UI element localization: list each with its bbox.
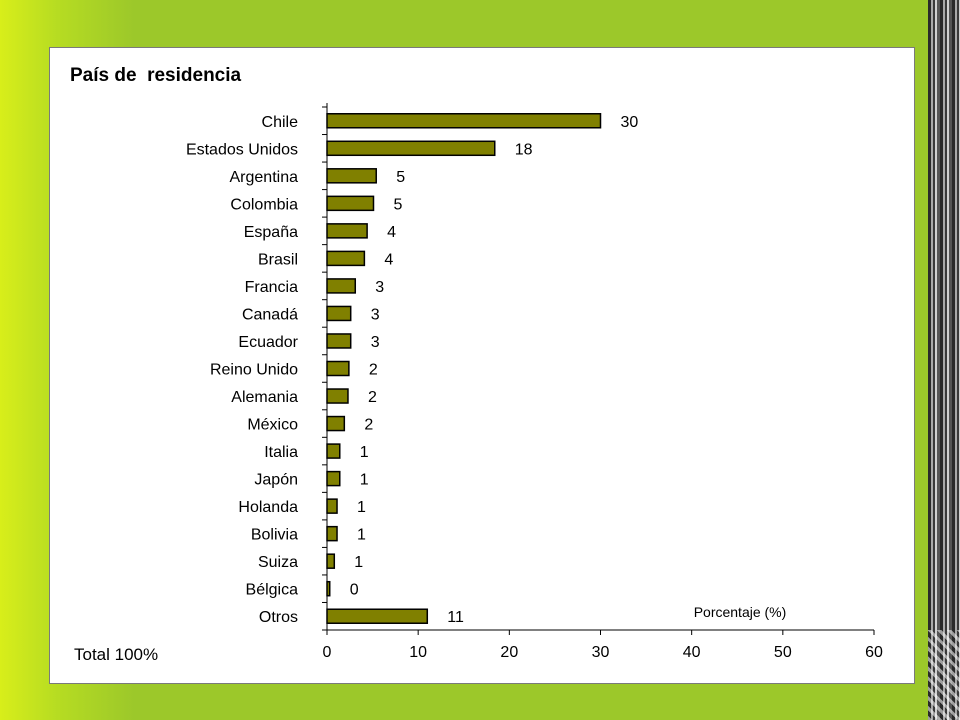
bar <box>326 388 349 404</box>
data-label: 1 <box>360 444 369 461</box>
bar <box>326 525 338 542</box>
ticks-group: 0 10 20 30 40 50 60 <box>322 106 883 661</box>
category-label: Suiza <box>258 554 298 571</box>
category-label: Colombia <box>230 196 298 213</box>
bar <box>326 553 336 569</box>
data-label: 5 <box>396 169 405 186</box>
data-label: 1 <box>354 554 363 571</box>
bar <box>326 250 366 267</box>
bar <box>326 443 341 459</box>
bar <box>326 278 357 294</box>
category-label: Italia <box>264 444 298 461</box>
category-label: Argentina <box>230 169 299 186</box>
data-label: 18 <box>515 141 533 158</box>
bar <box>326 608 429 624</box>
category-label: Japón <box>254 472 298 489</box>
data-label: 2 <box>369 362 378 379</box>
x-axis-label: Porcentaje (%) <box>694 604 787 620</box>
x-tick-label: 60 <box>865 644 883 661</box>
x-tick-label: 30 <box>592 644 610 661</box>
bar <box>326 223 368 239</box>
bar <box>326 580 331 597</box>
x-tick-label: 40 <box>683 644 701 661</box>
chart-axes <box>326 103 874 631</box>
category-label: Bolivia <box>251 527 298 544</box>
bar <box>326 195 375 212</box>
x-tick-label: 20 <box>500 644 518 661</box>
category-label: Otros <box>259 609 298 626</box>
chart-title: País de residencia <box>70 65 242 86</box>
category-label: Holanda <box>238 499 298 516</box>
bar <box>326 470 341 487</box>
x-tick-label: 10 <box>409 644 427 661</box>
data-label: 4 <box>384 251 393 268</box>
data-label: 3 <box>375 279 384 296</box>
chart-panel: País de residencia Total 100% Chile 30 Est… <box>49 47 915 684</box>
category-label: Bélgica <box>246 582 299 599</box>
category-label: Alemania <box>231 389 298 406</box>
data-label: 0 <box>350 582 359 599</box>
bar <box>326 498 338 514</box>
bar <box>326 360 350 377</box>
category-label: Ecuador <box>238 334 298 351</box>
category-label: Reino Unido <box>210 362 298 379</box>
data-label: 2 <box>368 389 377 406</box>
data-label: 4 <box>387 224 396 241</box>
bar <box>326 168 377 184</box>
data-label: 1 <box>357 499 366 516</box>
bar <box>326 333 352 349</box>
data-label: 11 <box>447 609 464 626</box>
bar <box>326 415 346 432</box>
data-label: 3 <box>371 306 380 323</box>
total-footnote: Total 100% <box>74 645 159 664</box>
data-label: 5 <box>393 196 402 213</box>
category-label: Estados Unidos <box>186 141 298 158</box>
data-label: 3 <box>371 334 380 351</box>
category-label: México <box>247 417 298 434</box>
category-label: Brasil <box>258 251 298 268</box>
bar <box>326 140 496 157</box>
decorative-stripes <box>928 0 960 720</box>
category-label: Canadá <box>242 306 298 323</box>
data-label: 1 <box>357 527 366 544</box>
category-label: Francia <box>245 279 298 296</box>
data-label: 2 <box>364 417 373 434</box>
data-label: 30 <box>621 114 639 131</box>
x-tick-label: 50 <box>774 644 792 661</box>
bar <box>326 113 602 129</box>
x-tick-label: 0 <box>323 644 332 661</box>
category-label: España <box>244 224 298 241</box>
data-label: 1 <box>360 472 369 489</box>
category-label: Chile <box>262 114 299 131</box>
bar <box>326 305 352 322</box>
